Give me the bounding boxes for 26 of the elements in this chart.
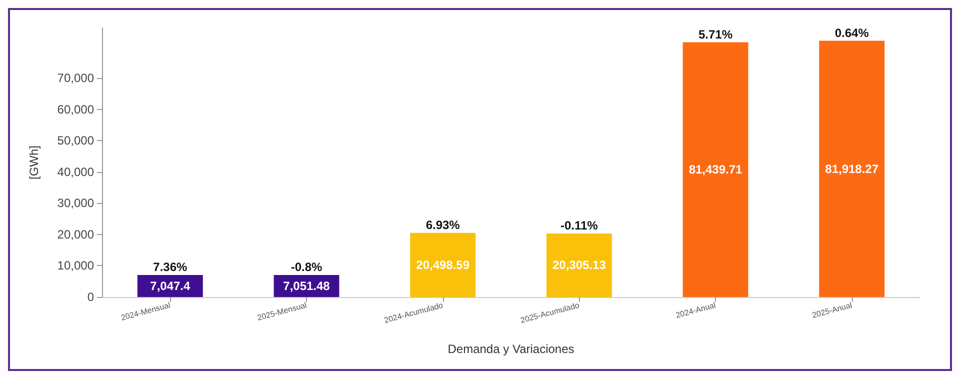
y-axis-title: [GWh] — [27, 145, 41, 180]
data-label: 81,918.27 — [825, 162, 879, 176]
annotation: -0.11% — [560, 218, 598, 232]
y-tick-label: 60,000 — [57, 102, 94, 116]
bar — [410, 232, 476, 297]
x-axis-title: Demanda y Variaciones — [448, 342, 574, 356]
data-label: 20,498.59 — [416, 258, 470, 272]
data-label: 20,305.13 — [552, 258, 606, 272]
data-label: 7,047.4 — [150, 278, 191, 293]
bar — [682, 42, 748, 297]
y-tick-label: 30,000 — [57, 196, 94, 210]
data-label: 81,439.71 — [688, 162, 743, 177]
y-tick-label: 0 — [87, 290, 94, 304]
y-tick-label: 50,000 — [57, 134, 94, 148]
annotation: 7.36% — [153, 260, 188, 274]
annotation: -0.8% — [290, 260, 322, 274]
annotation: 5.71% — [698, 27, 733, 42]
annotation: 0.64% — [834, 26, 870, 40]
y-tick-label: 20,000 — [57, 227, 94, 242]
bar — [819, 40, 885, 297]
data-label: 7,051.48 — [283, 278, 330, 293]
y-tick-label: 10,000 — [57, 258, 94, 273]
y-tick-label: 70,000 — [57, 71, 94, 86]
y-tick-label: 40,000 — [57, 164, 94, 179]
annotation: 6.93% — [426, 218, 460, 232]
bar — [546, 233, 612, 297]
